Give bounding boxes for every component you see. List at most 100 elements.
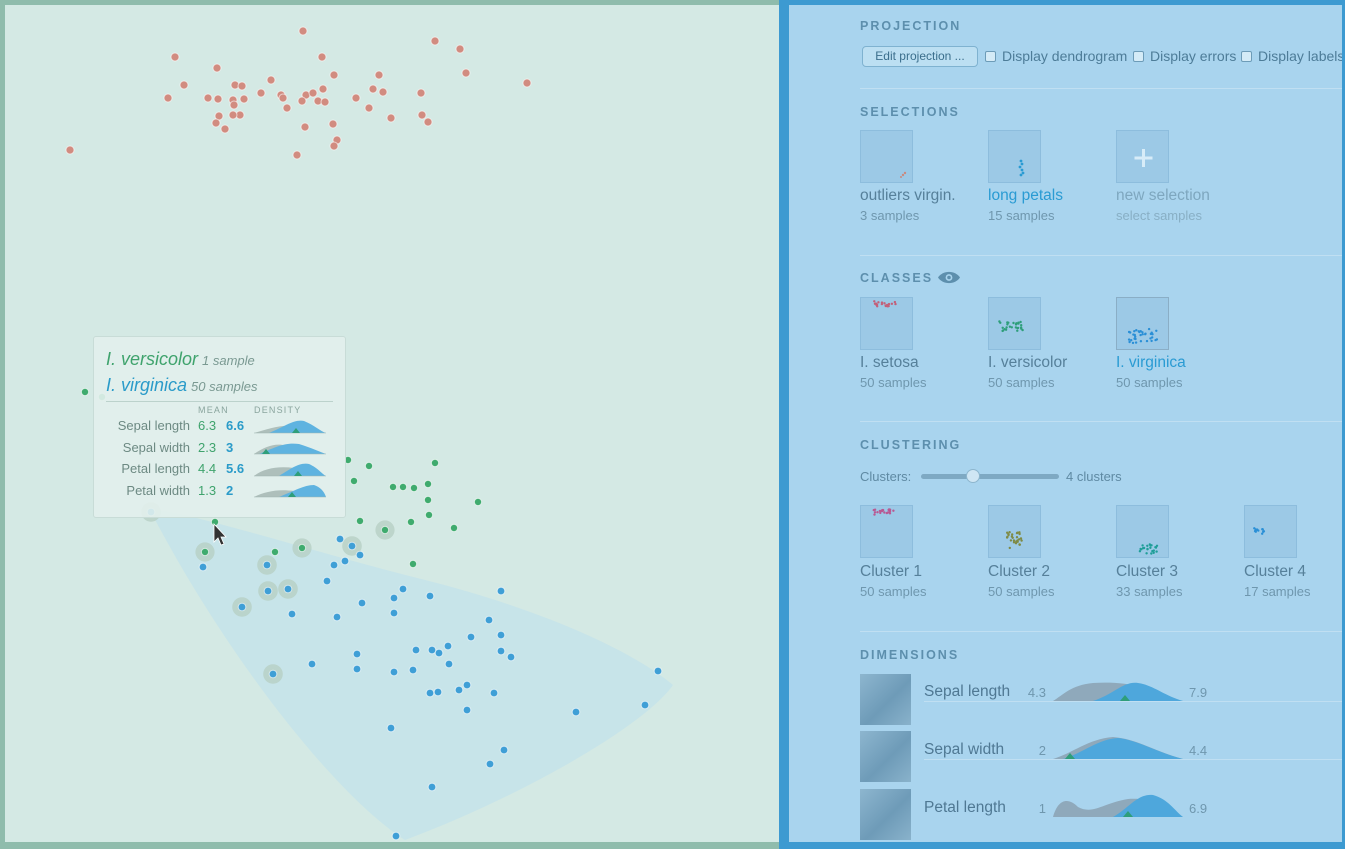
cluster-name-3[interactable]: Cluster 3 (1116, 563, 1179, 580)
class-name-virginica[interactable]: I. virginica (1116, 354, 1186, 371)
data-point[interactable] (329, 141, 339, 151)
scatter-plot[interactable] (5, 5, 779, 842)
data-point[interactable] (640, 700, 650, 710)
selection-thumbnail-long-petals[interactable] (988, 130, 1041, 183)
data-point[interactable] (179, 80, 189, 90)
cluster-name-1[interactable]: Cluster 1 (860, 563, 923, 580)
data-point[interactable] (430, 36, 440, 46)
data-point[interactable] (170, 52, 180, 62)
cluster-thumbnail-4[interactable] (1244, 505, 1297, 558)
data-point[interactable] (522, 78, 532, 88)
data-point[interactable] (352, 649, 362, 659)
data-point[interactable] (455, 44, 465, 54)
data-point[interactable] (389, 608, 399, 618)
data-point[interactable] (282, 103, 292, 113)
data-point[interactable] (65, 145, 75, 155)
data-point[interactable] (423, 479, 433, 489)
data-point[interactable] (229, 100, 239, 110)
data-point[interactable] (461, 68, 471, 78)
data-point[interactable] (308, 88, 318, 98)
edit-projection-button[interactable]: Edit projection ... (862, 46, 978, 67)
data-point[interactable] (386, 113, 396, 123)
selection-name-long-petals[interactable]: long petals (988, 187, 1063, 204)
data-point[interactable] (484, 615, 494, 625)
data-point[interactable] (386, 723, 396, 733)
checkbox-icon[interactable] (1241, 50, 1252, 62)
selection-name-outliers[interactable]: outliers virgin. (860, 187, 956, 204)
class-thumbnail-versicolor[interactable] (988, 297, 1041, 350)
data-point[interactable] (427, 645, 437, 655)
data-point[interactable] (389, 667, 399, 677)
cluster-thumbnail-2[interactable] (988, 505, 1041, 558)
cluster-name-2[interactable]: Cluster 2 (988, 563, 1051, 580)
projection-canvas[interactable]: I. versicolor 1 sample I. virginica 50 sam… (5, 5, 779, 842)
data-point[interactable] (425, 591, 435, 601)
data-point[interactable] (496, 630, 506, 640)
selection-hull[interactable] (150, 510, 673, 840)
data-point[interactable] (268, 669, 278, 679)
data-point[interactable] (283, 584, 293, 594)
data-point[interactable] (332, 612, 342, 622)
data-point[interactable] (473, 497, 483, 507)
data-point[interactable] (462, 680, 472, 690)
data-point[interactable] (485, 759, 495, 769)
data-point[interactable] (322, 576, 332, 586)
data-point[interactable] (443, 641, 453, 651)
data-point[interactable] (408, 559, 418, 569)
data-point[interactable] (380, 525, 390, 535)
data-point[interactable] (408, 665, 418, 675)
class-thumbnail-virginica[interactable] (1116, 297, 1169, 350)
class-name-versicolor[interactable]: I. versicolor (988, 354, 1068, 371)
data-point[interactable] (298, 26, 308, 36)
data-point[interactable] (357, 598, 367, 608)
display-dendrogram-checkbox[interactable]: Display dendrogram (985, 48, 1127, 64)
checkbox-icon[interactable] (1133, 50, 1144, 62)
data-point[interactable] (278, 93, 288, 103)
data-point[interactable] (434, 648, 444, 658)
data-point[interactable] (203, 93, 213, 103)
data-point[interactable] (417, 110, 427, 120)
new-selection-label[interactable]: new selection (1116, 187, 1210, 204)
data-point[interactable] (340, 556, 350, 566)
data-point[interactable] (496, 586, 506, 596)
data-point[interactable] (398, 584, 408, 594)
data-point[interactable] (398, 482, 408, 492)
data-point[interactable] (300, 122, 310, 132)
data-point[interactable] (427, 782, 437, 792)
display-labels-checkbox[interactable]: Display labels (1241, 48, 1342, 64)
data-point[interactable] (213, 94, 223, 104)
dimension-thumbnail-sepal-width[interactable] (860, 731, 911, 782)
data-point[interactable] (416, 88, 426, 98)
data-point[interactable] (466, 632, 476, 642)
data-point[interactable] (374, 70, 384, 80)
dimension-density-sepal-width[interactable] (1053, 731, 1183, 761)
data-point[interactable] (287, 609, 297, 619)
data-point[interactable] (499, 745, 509, 755)
data-point[interactable] (212, 63, 222, 73)
data-point[interactable] (388, 482, 398, 492)
dimension-name-sepal-length[interactable]: Sepal length (924, 683, 1011, 700)
data-point[interactable] (489, 688, 499, 698)
data-point[interactable] (266, 75, 276, 85)
data-point[interactable] (256, 88, 266, 98)
data-point[interactable] (335, 534, 345, 544)
data-point[interactable] (220, 124, 230, 134)
data-point[interactable] (80, 387, 90, 397)
data-point[interactable] (317, 52, 327, 62)
clusters-slider-handle[interactable] (966, 469, 980, 483)
dimension-density-sepal-length[interactable] (1053, 673, 1183, 703)
data-point[interactable] (349, 476, 359, 486)
data-point[interactable] (411, 645, 421, 655)
data-point[interactable] (454, 685, 464, 695)
data-point[interactable] (409, 483, 419, 493)
data-point[interactable] (163, 93, 173, 103)
data-point[interactable] (364, 103, 374, 113)
data-point[interactable] (389, 593, 399, 603)
dimension-name-petal-length[interactable]: Petal length (924, 799, 1006, 816)
cluster-name-4[interactable]: Cluster 4 (1244, 563, 1307, 580)
new-selection-button[interactable] (1116, 130, 1169, 183)
data-point[interactable] (355, 550, 365, 560)
cluster-thumbnail-1[interactable] (860, 505, 913, 558)
data-point[interactable] (571, 707, 581, 717)
data-point[interactable] (292, 150, 302, 160)
